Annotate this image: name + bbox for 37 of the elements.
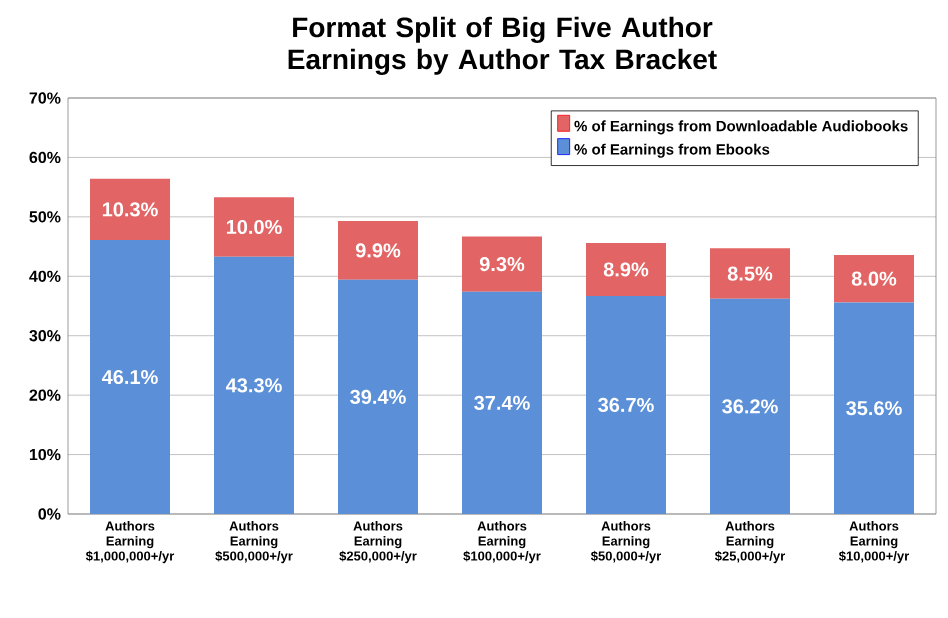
data-label: 39.4%: [350, 389, 406, 405]
data-label: 35.6%: [846, 401, 902, 416]
bar: [214, 256, 295, 514]
chart-title: Format Split of Big Five Author Earnings by Author Tax Bracket: [288, 16, 717, 75]
bar: [586, 243, 666, 296]
y-tick-label: 40%: [29, 270, 61, 282]
bar: [586, 295, 666, 514]
bar: [90, 240, 171, 514]
bar: [710, 298, 790, 514]
data-label: 46.1%: [101, 369, 158, 385]
data-label: 8.0%: [851, 271, 897, 286]
bar: [90, 178, 171, 241]
bar: [338, 221, 418, 280]
bar: [462, 291, 542, 514]
data-label: 36.2%: [722, 399, 778, 414]
bar: [214, 197, 295, 257]
data-label: 36.7%: [598, 397, 654, 413]
y-tick-label: 0%: [38, 508, 61, 520]
data-label: 8.9%: [603, 262, 649, 277]
data-label: 43.3%: [225, 378, 282, 393]
y-tick-label: 20%: [29, 389, 61, 401]
y-tick-label: 10%: [29, 448, 61, 461]
y-tick-label: 70%: [29, 92, 61, 104]
data-label: 10.0%: [226, 219, 282, 235]
bar: [462, 236, 542, 292]
bar: [710, 248, 790, 299]
y-tick-label: 30%: [29, 330, 61, 342]
y-tick-label: 60%: [29, 151, 61, 164]
bar: [834, 254, 914, 303]
bar: [338, 279, 418, 514]
data-label: 8.5%: [727, 266, 773, 281]
data-label: 37.4%: [474, 395, 530, 410]
data-label: 9.3%: [479, 257, 525, 272]
y-tick-label: 50%: [29, 211, 61, 223]
bar: [834, 302, 914, 514]
data-label: 9.9%: [355, 243, 401, 258]
data-label: 10.3%: [102, 202, 158, 217]
